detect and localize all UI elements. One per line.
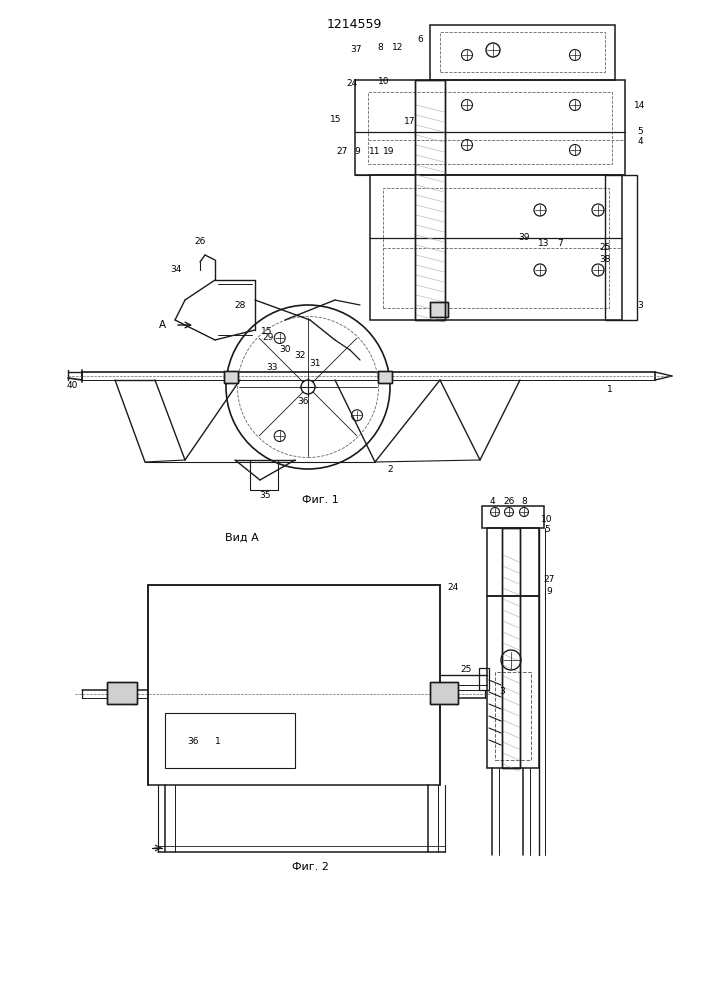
Bar [148, 585, 440, 785]
Text: 40: 40 [66, 381, 78, 390]
Bar [415, 80, 445, 320]
Bar [430, 682, 458, 704]
Text: 28: 28 [234, 300, 246, 310]
Bar [383, 188, 609, 308]
Bar [605, 175, 637, 320]
Bar [440, 32, 605, 72]
Bar [487, 596, 539, 768]
Bar [378, 371, 392, 383]
Text: Фиг. 2: Фиг. 2 [291, 862, 329, 872]
Text: 8: 8 [521, 497, 527, 506]
Text: 1214559: 1214559 [327, 18, 382, 31]
Bar [224, 371, 238, 383]
Text: 12: 12 [392, 43, 404, 52]
Text: 3: 3 [637, 300, 643, 310]
Bar [355, 80, 625, 175]
Text: 37: 37 [350, 45, 362, 54]
Bar [107, 682, 137, 704]
Text: 19: 19 [383, 147, 395, 156]
Bar [430, 25, 615, 80]
Text: 36: 36 [297, 397, 309, 406]
Text: 10: 10 [378, 78, 390, 87]
Bar [370, 175, 622, 320]
Text: 15: 15 [330, 115, 341, 124]
Text: 7: 7 [557, 238, 563, 247]
Text: 38: 38 [600, 255, 611, 264]
Bar [430, 302, 448, 317]
Text: 32: 32 [294, 351, 305, 360]
Text: 27: 27 [543, 576, 555, 584]
Text: 35: 35 [259, 490, 271, 499]
Text: 13: 13 [538, 238, 550, 247]
Text: 1: 1 [607, 385, 613, 394]
Bar [368, 92, 612, 164]
Bar [165, 713, 295, 768]
Bar [502, 528, 520, 768]
Bar [502, 528, 520, 768]
Bar [482, 506, 544, 528]
Text: 3: 3 [499, 688, 505, 696]
Text: 26: 26 [503, 497, 515, 506]
Text: 30: 30 [279, 346, 291, 355]
Text: 24: 24 [346, 79, 358, 88]
Text: 33: 33 [267, 362, 278, 371]
Text: 10: 10 [542, 514, 553, 524]
Text: 1: 1 [215, 738, 221, 746]
Bar [430, 302, 448, 317]
Text: 14: 14 [634, 101, 645, 109]
Text: 27: 27 [337, 147, 348, 156]
Bar [479, 668, 489, 690]
Bar [224, 371, 238, 383]
Text: 36: 36 [187, 738, 199, 746]
Bar [430, 682, 458, 704]
Text: 9: 9 [546, 587, 552, 596]
Text: 34: 34 [170, 265, 182, 274]
Text: 29: 29 [262, 332, 274, 342]
Text: 9: 9 [354, 147, 360, 156]
Bar [378, 371, 392, 383]
Text: 26: 26 [194, 237, 206, 246]
Text: 5: 5 [544, 526, 550, 534]
Bar [415, 80, 445, 320]
Text: 11: 11 [369, 147, 381, 156]
Text: 5: 5 [637, 127, 643, 136]
Text: 15: 15 [262, 328, 273, 336]
Text: A: A [158, 320, 165, 330]
Text: 8: 8 [377, 43, 383, 52]
Bar [495, 672, 531, 760]
Text: 4: 4 [637, 137, 643, 146]
Bar [107, 682, 137, 704]
Text: 31: 31 [309, 359, 321, 367]
Text: 25: 25 [600, 242, 611, 251]
Text: 2: 2 [387, 466, 393, 475]
Text: 17: 17 [404, 117, 416, 126]
Bar [487, 528, 539, 596]
Text: 4: 4 [489, 497, 495, 506]
Text: 25: 25 [460, 666, 472, 674]
Text: Вид А: Вид А [225, 533, 259, 543]
Text: Фиг. 1: Фиг. 1 [302, 495, 339, 505]
Text: 24: 24 [448, 584, 459, 592]
Text: 39: 39 [518, 232, 530, 241]
Text: 6: 6 [417, 35, 423, 44]
